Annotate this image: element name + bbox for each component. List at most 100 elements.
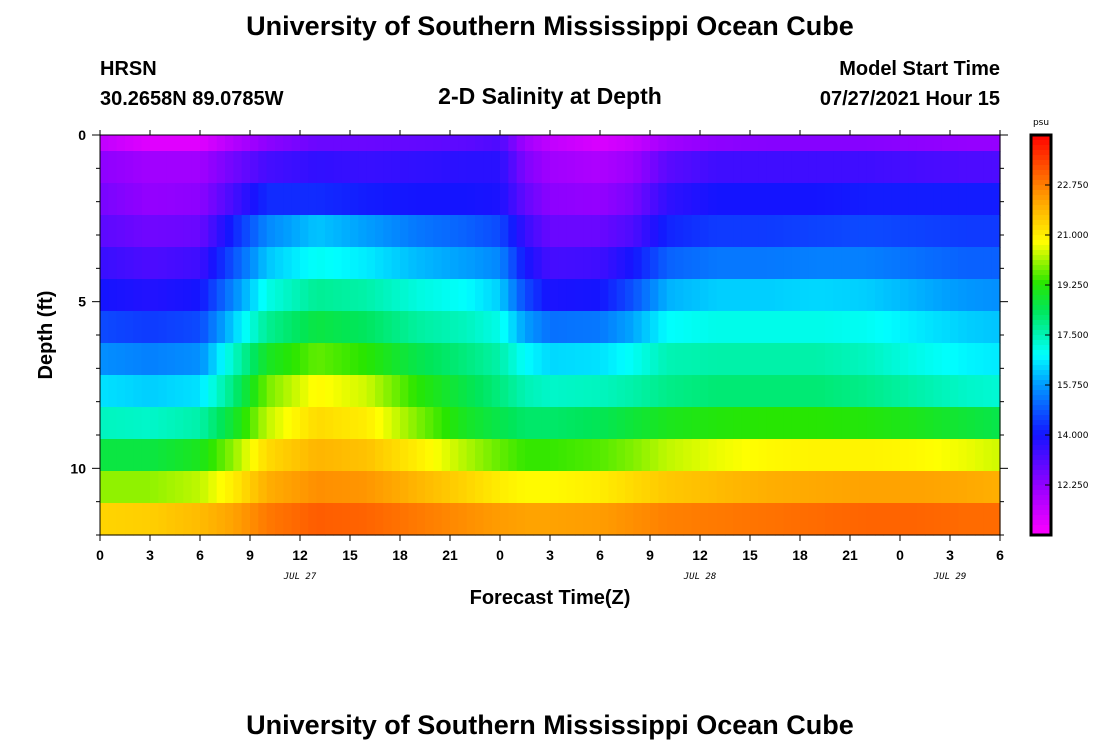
heatmap-cell — [225, 471, 234, 504]
heatmap-cell — [591, 503, 601, 536]
heatmap-cell — [158, 311, 168, 344]
x-axis-label: Forecast Time(Z) — [470, 587, 631, 609]
heatmap-cell — [541, 279, 551, 312]
heatmap-cell — [716, 311, 726, 344]
heatmap-cell — [300, 215, 309, 248]
heatmap-cell — [450, 471, 459, 504]
heatmap-cell — [941, 135, 951, 152]
colorbar-cell — [1031, 280, 1051, 286]
heatmap-cell — [883, 247, 893, 280]
heatmap-cell — [433, 247, 443, 280]
colorbar-cell — [1031, 260, 1051, 266]
chart-title: 2-D Salinity at Depth — [438, 83, 662, 109]
heatmap-cell — [141, 503, 151, 536]
heatmap-cell — [941, 503, 951, 536]
heatmap-cell — [400, 439, 409, 472]
heatmap-cell — [991, 471, 1001, 504]
heatmap-cell — [650, 471, 659, 504]
heatmap-cell — [791, 183, 801, 216]
heatmap-cell — [508, 151, 518, 184]
heatmap-cell — [275, 407, 284, 440]
heatmap-cell — [650, 135, 659, 152]
colorbar-tick-label: 14.000 — [1057, 431, 1089, 441]
heatmap-cell — [775, 135, 784, 152]
heatmap-cell — [216, 375, 226, 408]
heatmap-cell — [100, 311, 109, 344]
colorbar-cell — [1031, 530, 1051, 536]
heatmap-cell — [516, 439, 526, 472]
heatmap-cell — [108, 503, 118, 536]
heatmap-cell — [216, 343, 226, 376]
heatmap-cell — [933, 183, 943, 216]
heatmap-cell — [191, 503, 201, 536]
heatmap-cell — [791, 311, 801, 344]
heatmap-cell — [250, 151, 259, 184]
heatmap-cell — [391, 183, 401, 216]
heatmap-cell — [450, 311, 459, 344]
heatmap-cell — [208, 279, 218, 312]
heatmap-cell — [125, 135, 134, 152]
heatmap-cell — [566, 183, 576, 216]
heatmap-cell — [958, 471, 968, 504]
heatmap-cell — [116, 375, 126, 408]
heatmap-cell — [450, 215, 459, 248]
heatmap-cell — [958, 151, 968, 184]
heatmap-cell — [441, 247, 451, 280]
heatmap-cell — [366, 183, 376, 216]
heatmap-cell — [608, 183, 618, 216]
heatmap-cell — [591, 471, 601, 504]
heatmap-cell — [658, 375, 668, 408]
heatmap-cell — [958, 407, 968, 440]
heatmap-cell — [933, 407, 943, 440]
heatmap-cell — [325, 343, 334, 376]
heatmap-cell — [225, 439, 234, 472]
heatmap-cell — [433, 183, 443, 216]
heatmap-cell — [900, 135, 909, 152]
heatmap-cell — [616, 279, 626, 312]
heatmap-cell — [633, 471, 643, 504]
heatmap-cell — [683, 471, 693, 504]
heatmap-cell — [158, 151, 168, 184]
heatmap-cell — [541, 375, 551, 408]
heatmap-cell — [433, 375, 443, 408]
heatmap-cell — [200, 375, 209, 408]
heatmap-cell — [525, 439, 534, 472]
heatmap-cell — [216, 247, 226, 280]
heatmap-cell — [358, 135, 368, 152]
heatmap-cell — [800, 215, 809, 248]
heatmap-cell — [991, 439, 1001, 472]
heatmap-cell — [266, 375, 276, 408]
heatmap-cell — [441, 311, 451, 344]
heatmap-cell — [233, 279, 243, 312]
heatmap-cell — [641, 407, 651, 440]
heatmap-cell — [708, 279, 718, 312]
heatmap-cell — [483, 215, 493, 248]
heatmap-cell — [150, 183, 159, 216]
heatmap-cell — [333, 311, 343, 344]
heatmap-cell — [708, 151, 718, 184]
heatmap-cell — [491, 407, 501, 440]
colorbar-cell — [1031, 380, 1051, 386]
heatmap-cell — [458, 279, 468, 312]
heatmap-cell — [358, 247, 368, 280]
heatmap-cell — [258, 503, 268, 536]
heatmap-cell — [758, 407, 768, 440]
colorbar-tick-label: 12.250 — [1057, 481, 1089, 491]
heatmap-cell — [183, 151, 193, 184]
heatmap-cell — [100, 151, 109, 184]
heatmap-cell — [500, 215, 509, 248]
heatmap-cell — [850, 407, 859, 440]
heatmap-cell — [658, 343, 668, 376]
heatmap-cell — [991, 215, 1001, 248]
heatmap-cell — [683, 407, 693, 440]
heatmap-cell — [508, 279, 518, 312]
heatmap-cell — [800, 375, 809, 408]
heatmap-cell — [625, 407, 634, 440]
heatmap-cell — [225, 407, 234, 440]
heatmap-cell — [125, 343, 134, 376]
heatmap-cell — [866, 375, 876, 408]
heatmap-cell — [350, 215, 359, 248]
heatmap-cell — [783, 503, 793, 536]
heatmap-cell — [416, 247, 426, 280]
heatmap-cell — [641, 151, 651, 184]
